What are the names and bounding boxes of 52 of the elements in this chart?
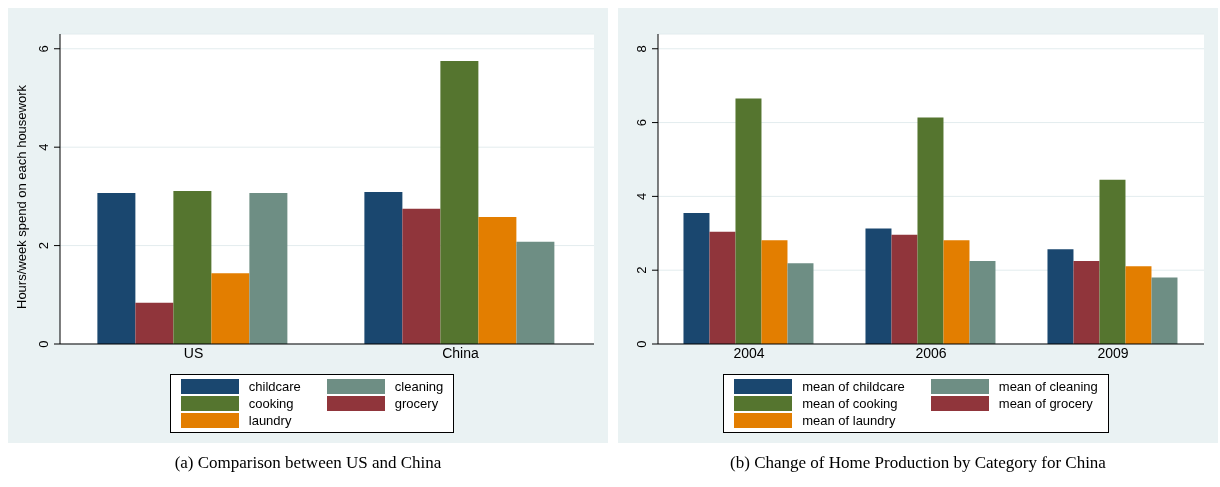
- bar: [1151, 277, 1178, 344]
- bar: [761, 240, 788, 344]
- x-tick-label: 2004: [733, 344, 765, 361]
- legend-label: childcare: [248, 379, 301, 394]
- legend-label: laundry: [248, 413, 292, 428]
- legend-label: cleaning: [394, 379, 444, 394]
- y-tick-label: 8: [634, 45, 649, 53]
- bar: [364, 191, 403, 344]
- text: (b) Change of Home Production by Category for China: [729, 453, 1107, 473]
- y-tick-label: 2: [36, 241, 51, 250]
- bar: [211, 273, 250, 344]
- bar: [943, 240, 970, 344]
- bar: [1047, 249, 1074, 344]
- bar: [135, 302, 174, 344]
- bar: [891, 234, 918, 344]
- legend-label: mean of laundry: [802, 413, 896, 428]
- bar: [683, 212, 710, 344]
- legend-label: mean of grocery: [998, 396, 1093, 411]
- bar: [917, 117, 944, 344]
- bar: [1073, 260, 1100, 344]
- y-tick-label: 4: [634, 192, 649, 200]
- y-tick-label: 0: [634, 340, 649, 348]
- bar: [516, 241, 555, 344]
- legend-label: mean of cleaning: [998, 379, 1098, 394]
- y-tick-label: 4: [36, 143, 51, 151]
- y-tick-label: 6: [634, 118, 649, 127]
- y-tick-label: 2: [634, 266, 649, 274]
- legend-label: mean of cooking: [802, 396, 898, 411]
- x-tick-label: US: [183, 344, 204, 361]
- bar: [478, 217, 517, 344]
- bar: [969, 260, 996, 344]
- x-tick-label: China: [442, 344, 479, 361]
- bar: [402, 208, 441, 344]
- bar: [249, 192, 288, 344]
- y-tick-label: 6: [36, 45, 51, 53]
- bar: [1099, 179, 1126, 344]
- bar: [173, 190, 212, 344]
- legend-label: mean of childcare: [802, 379, 905, 394]
- y-tick-label: 0: [36, 340, 51, 348]
- bar: [865, 228, 892, 344]
- bar: [787, 263, 814, 344]
- bar: [709, 231, 736, 344]
- y-axis-title: Hours/week spend on each housework: [13, 84, 29, 309]
- bar: [440, 61, 479, 344]
- bar: [735, 98, 762, 344]
- text: (a) Comparison between US and China: [173, 453, 443, 473]
- legend-label: grocery: [394, 396, 439, 411]
- bar: [97, 192, 136, 344]
- bar: [1125, 266, 1152, 344]
- legend-label: cooking: [248, 396, 294, 411]
- x-tick-label: 2006: [915, 344, 947, 361]
- x-tick-label: 2009: [1097, 344, 1129, 361]
